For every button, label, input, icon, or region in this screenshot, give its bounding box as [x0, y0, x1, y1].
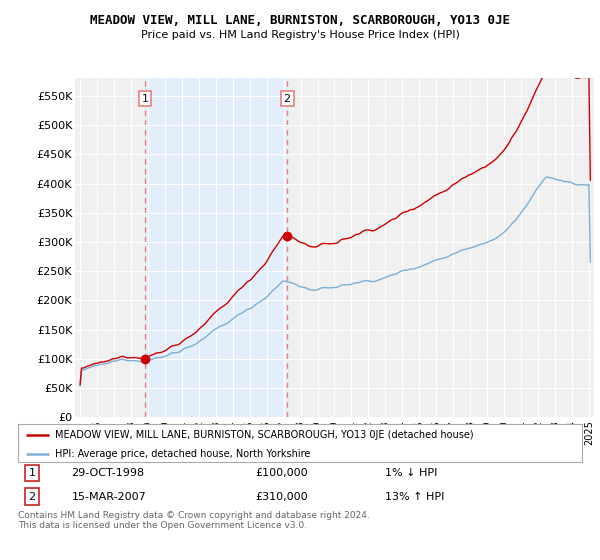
Text: 2: 2 — [284, 94, 291, 104]
Text: 1: 1 — [142, 94, 149, 104]
Text: £100,000: £100,000 — [255, 468, 308, 478]
Text: Contains HM Land Registry data © Crown copyright and database right 2024.
This d: Contains HM Land Registry data © Crown c… — [18, 511, 370, 530]
Text: £310,000: £310,000 — [255, 492, 308, 502]
Text: 1: 1 — [29, 468, 35, 478]
Bar — [145, 78, 287, 417]
Text: Price paid vs. HM Land Registry's House Price Index (HPI): Price paid vs. HM Land Registry's House … — [140, 30, 460, 40]
Text: 29-OCT-1998: 29-OCT-1998 — [71, 468, 145, 478]
Text: 13% ↑ HPI: 13% ↑ HPI — [385, 492, 444, 502]
Text: 1% ↓ HPI: 1% ↓ HPI — [385, 468, 437, 478]
Text: HPI: Average price, detached house, North Yorkshire: HPI: Average price, detached house, Nort… — [55, 449, 310, 459]
Text: 2: 2 — [29, 492, 35, 502]
Text: MEADOW VIEW, MILL LANE, BURNISTON, SCARBOROUGH, YO13 0JE: MEADOW VIEW, MILL LANE, BURNISTON, SCARB… — [90, 14, 510, 27]
Text: 15-MAR-2007: 15-MAR-2007 — [71, 492, 146, 502]
Text: MEADOW VIEW, MILL LANE, BURNISTON, SCARBOROUGH, YO13 0JE (detached house): MEADOW VIEW, MILL LANE, BURNISTON, SCARB… — [55, 430, 473, 440]
